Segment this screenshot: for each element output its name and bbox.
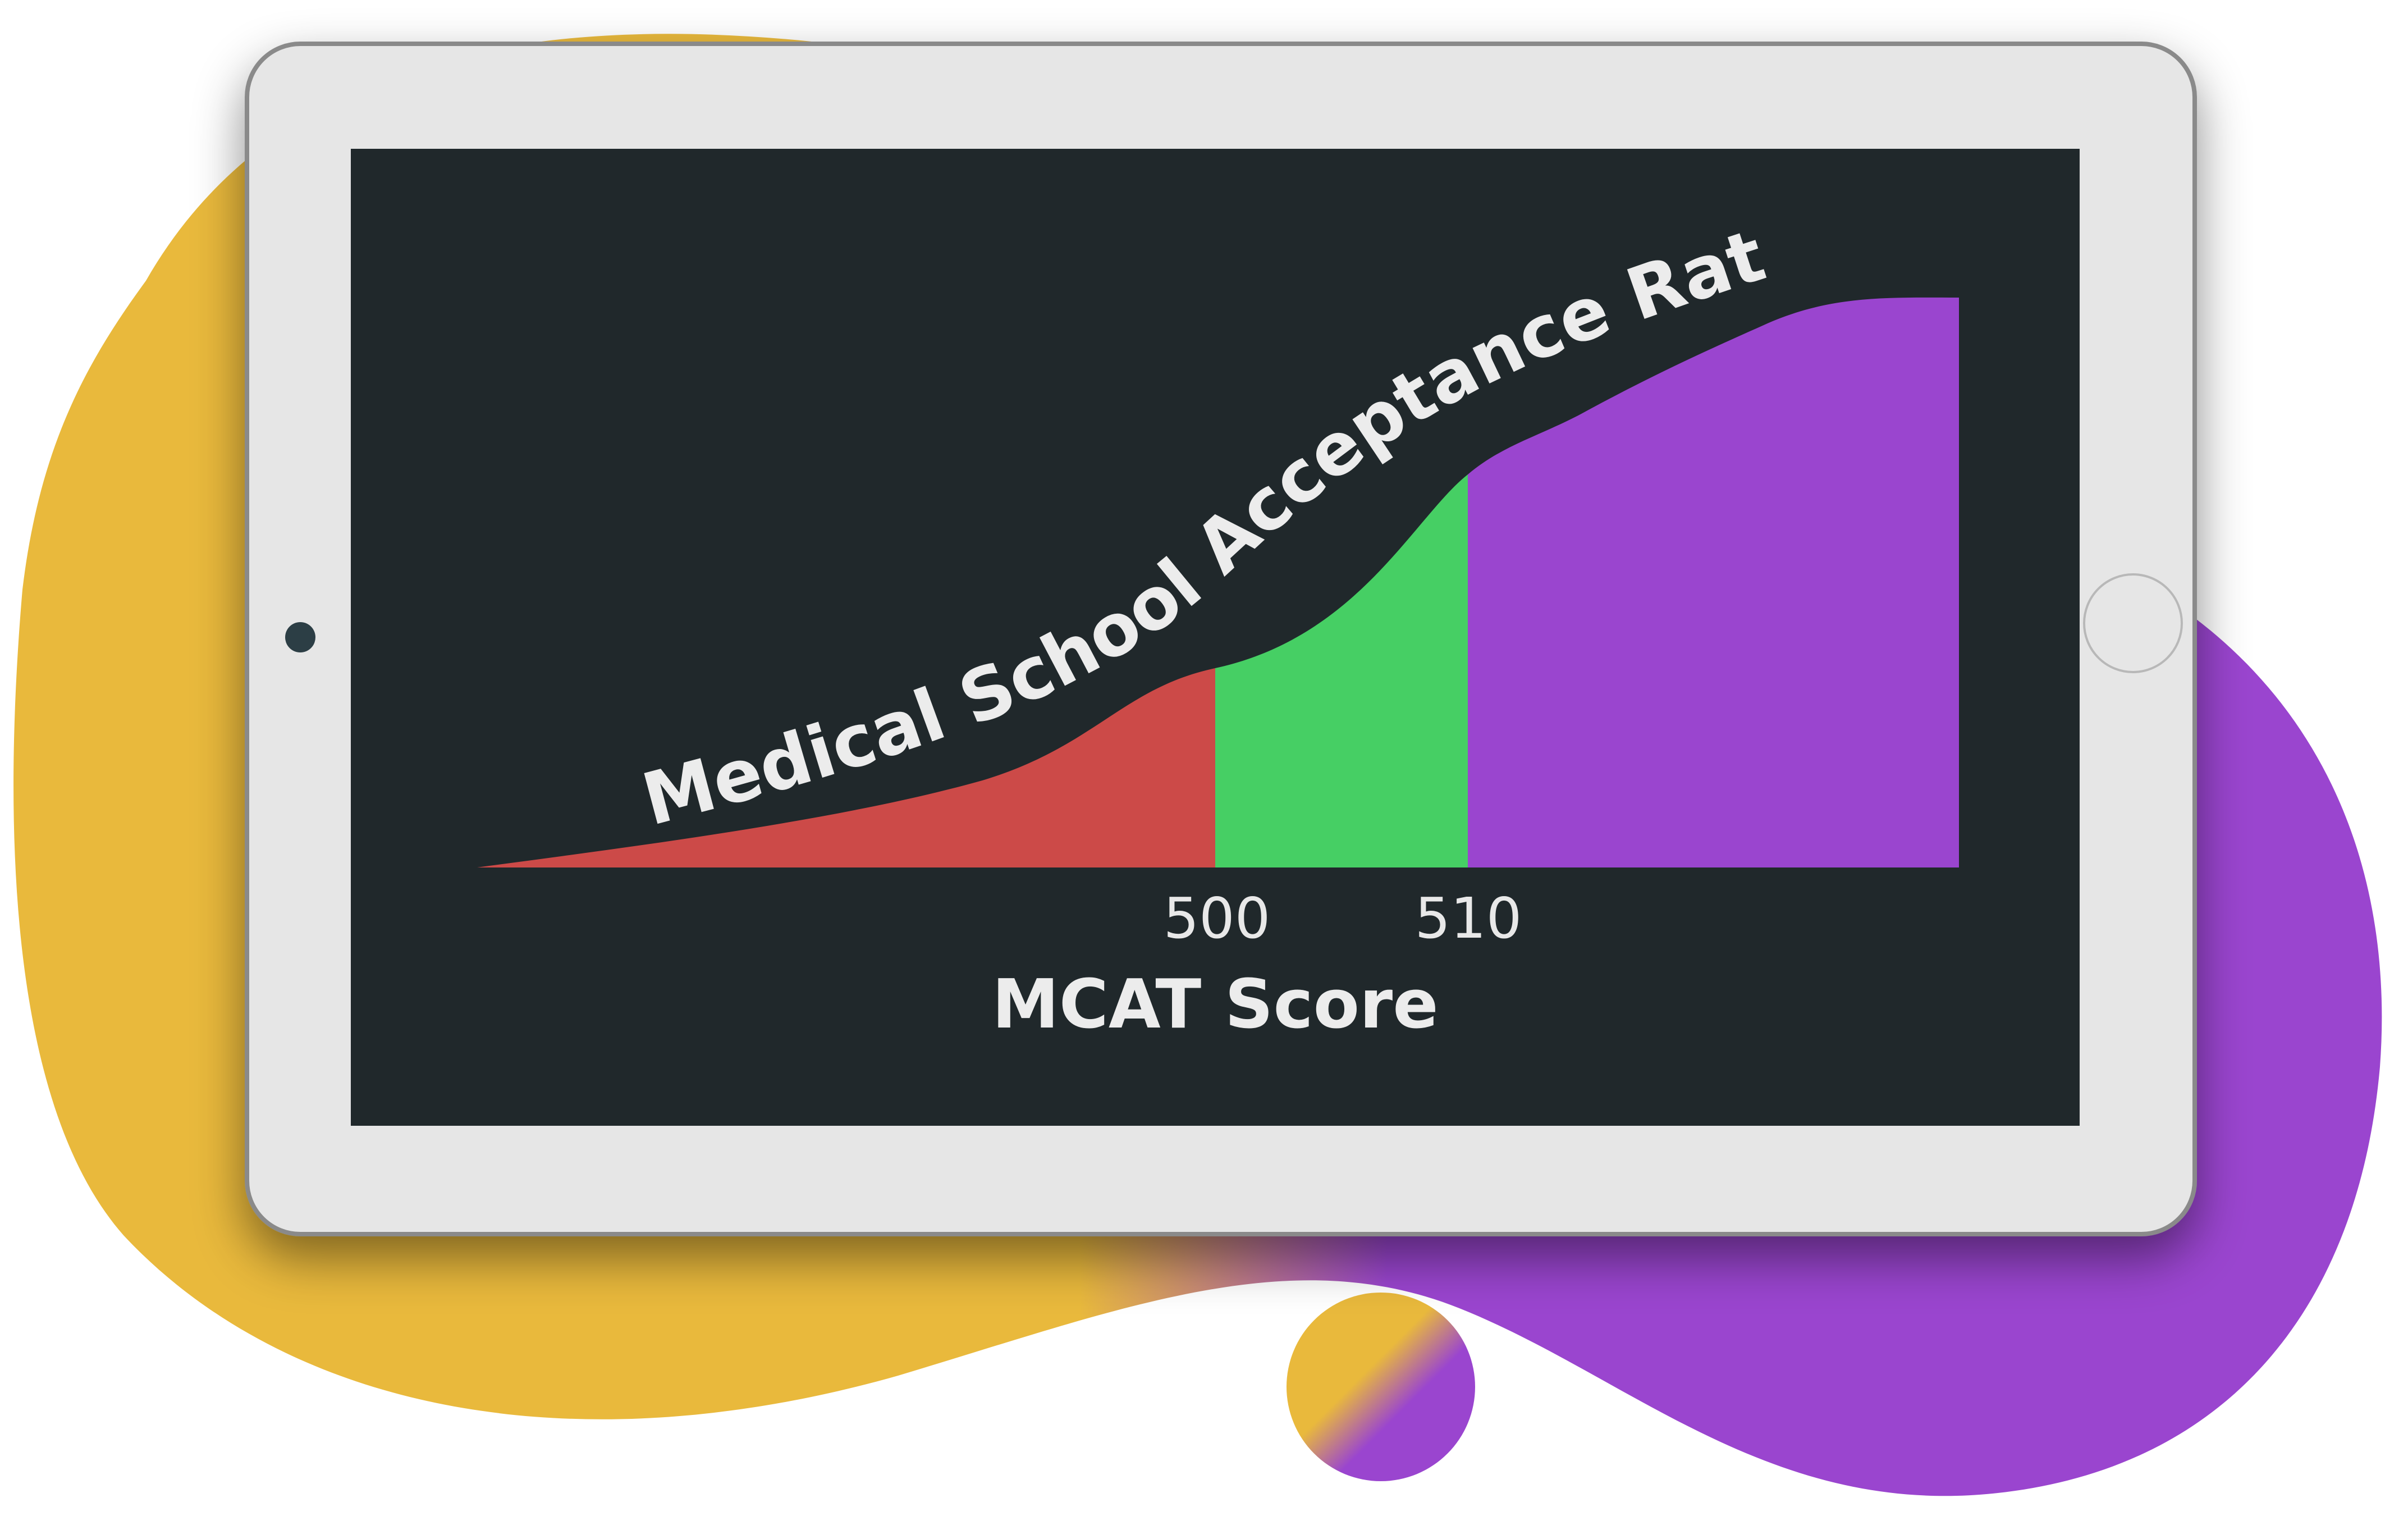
x-axis-title: MCAT Score bbox=[992, 966, 1438, 1044]
gradient-dot bbox=[1287, 1293, 1475, 1481]
segment-below-500 bbox=[477, 668, 1215, 867]
camera-icon bbox=[285, 622, 315, 652]
x-tick-label-510: 510 bbox=[1415, 885, 1522, 951]
segment-500-510 bbox=[1215, 474, 1468, 867]
chart-area bbox=[477, 297, 1959, 867]
x-tick-label-500: 500 bbox=[1164, 885, 1271, 951]
home-button[interactable] bbox=[2083, 573, 2183, 673]
segment-above-510 bbox=[1468, 297, 1959, 867]
